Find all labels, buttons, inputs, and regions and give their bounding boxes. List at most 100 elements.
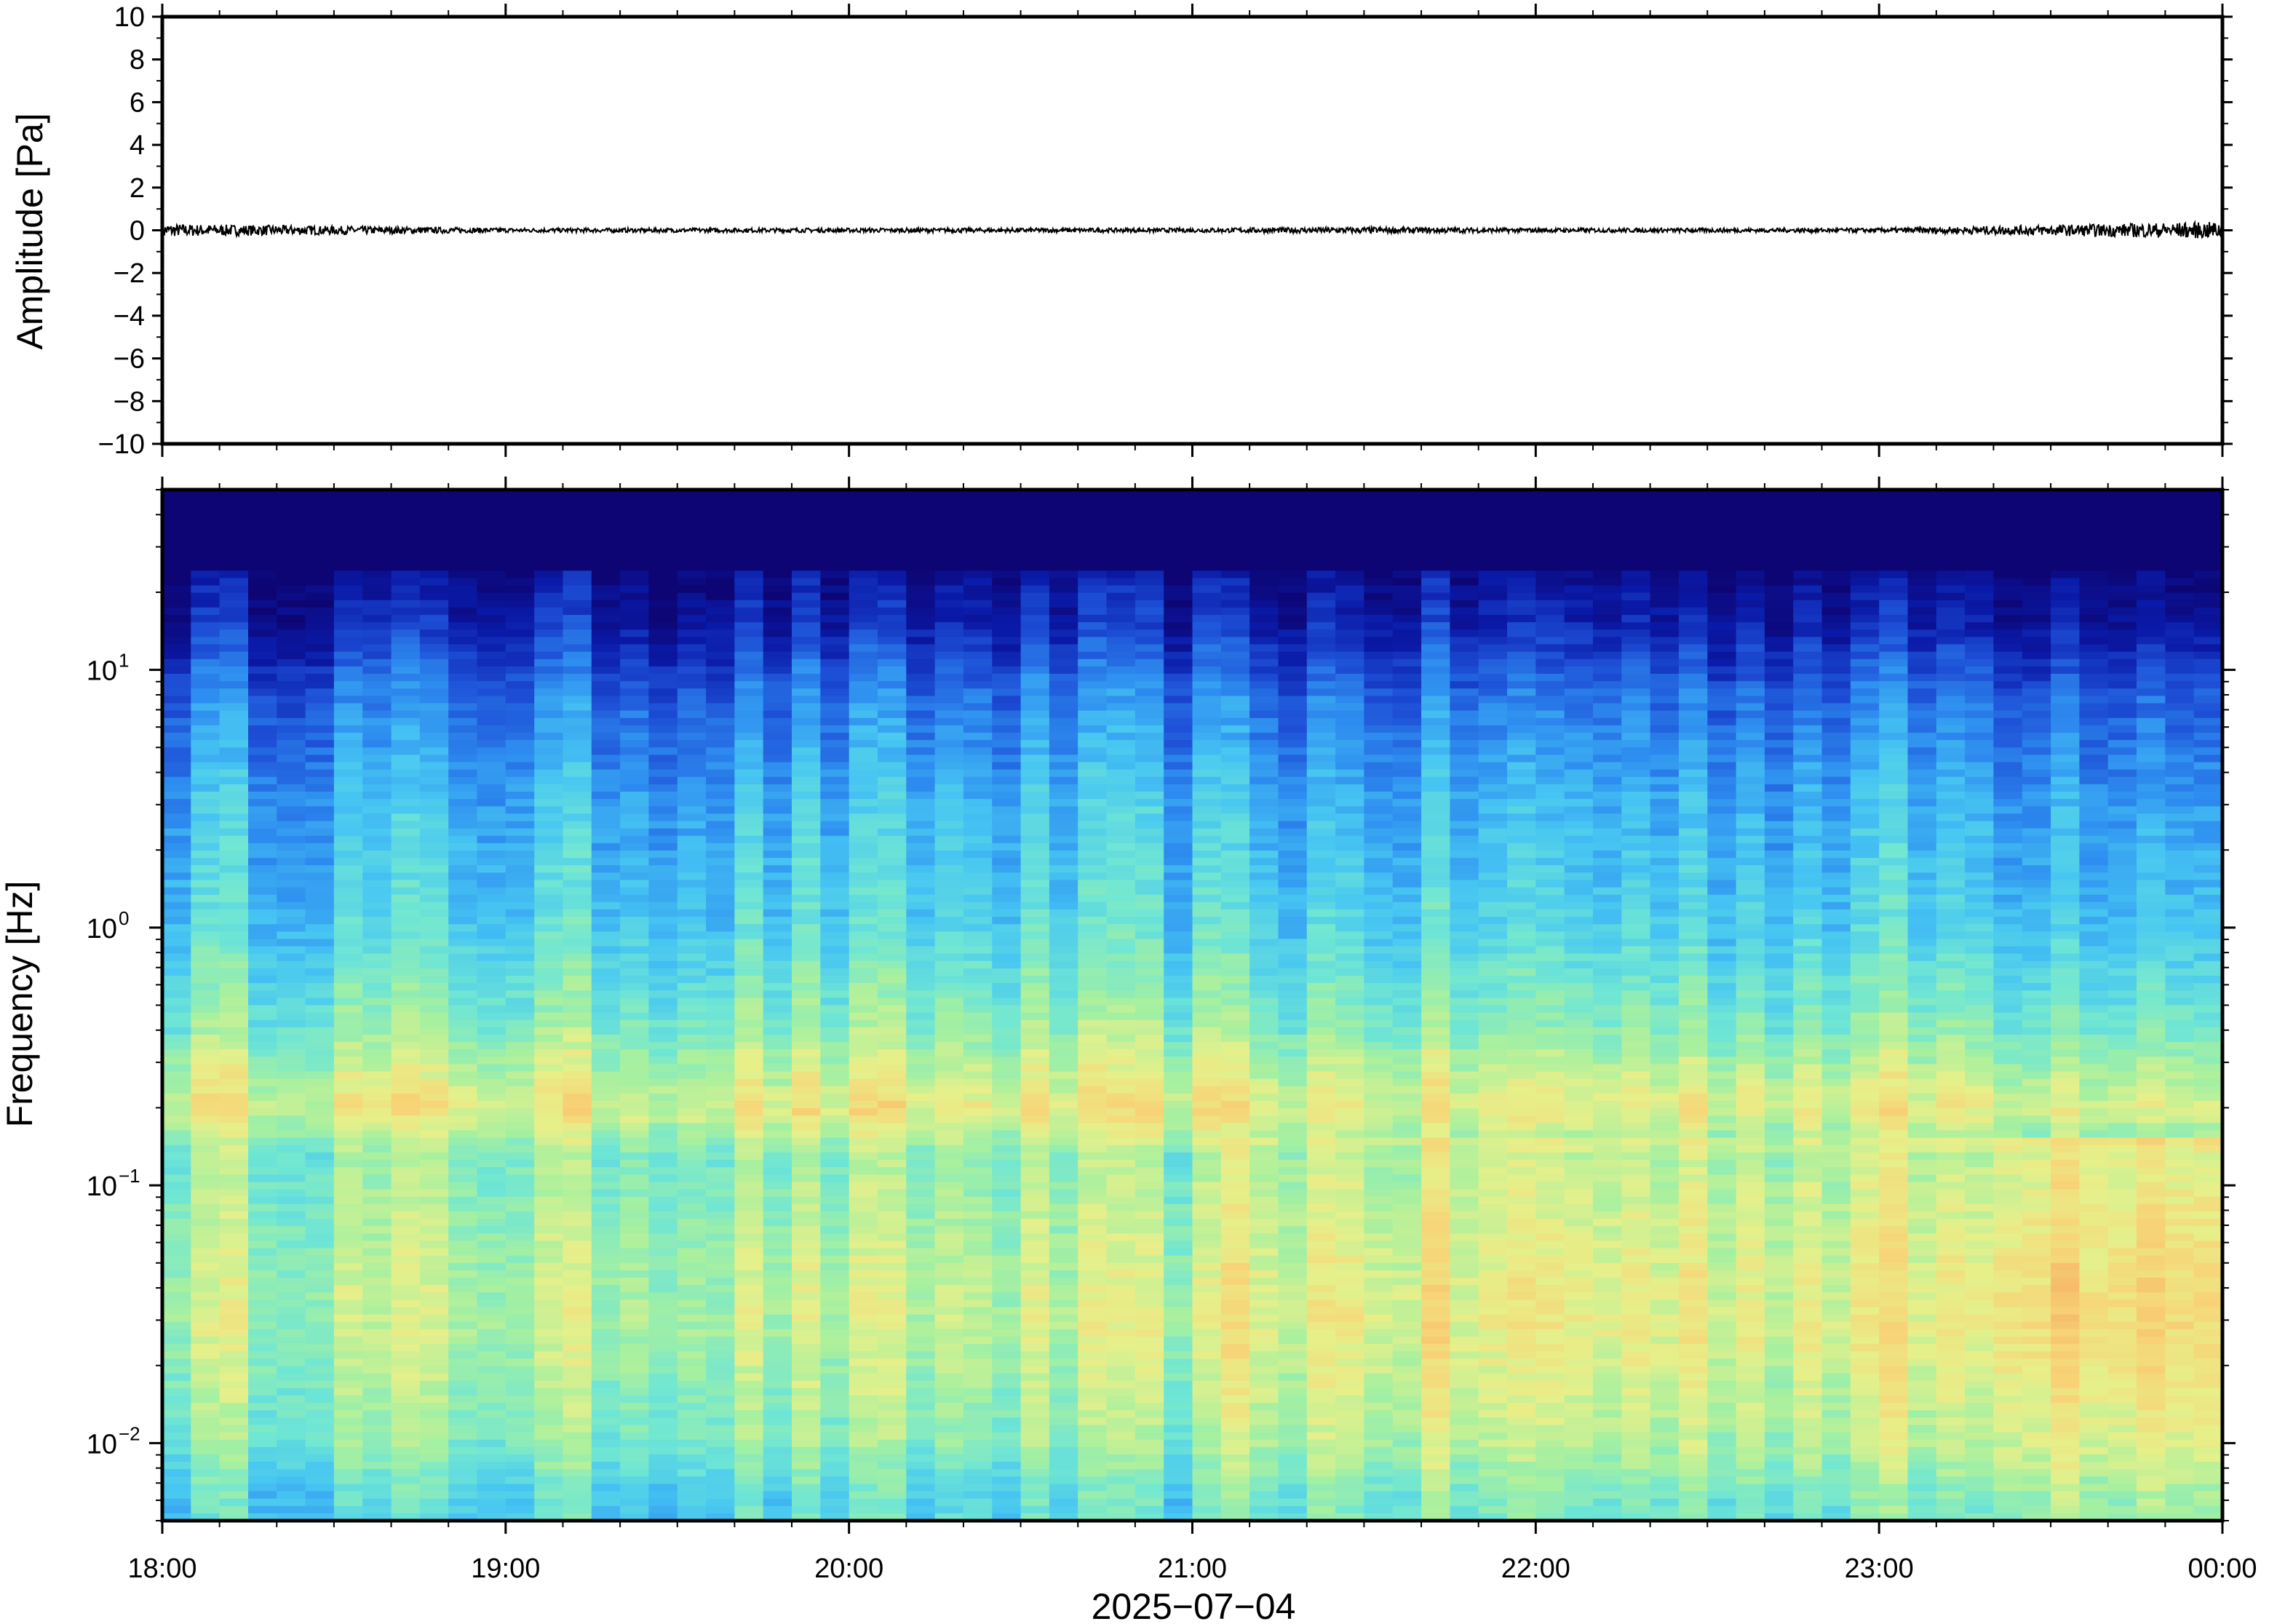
spectrogram-cell: [677, 784, 707, 792]
spectrogram-cell: [1879, 710, 1909, 719]
spectrogram-cell: [1392, 813, 1422, 821]
spectrogram-cell: [1564, 592, 1594, 601]
spectrogram-cell: [534, 865, 564, 873]
spectrogram-cell: [1593, 725, 1623, 733]
spectrogram-cell: [1220, 556, 1250, 564]
spectrogram-cell: [1593, 585, 1623, 594]
spectrogram-cell: [448, 585, 478, 594]
spectrogram-cell: [391, 806, 421, 814]
spectrogram-cell: [2022, 909, 2051, 918]
spectrogram-cell: [1593, 792, 1623, 800]
spectrogram-cell: [362, 960, 392, 969]
spectrogram-cell: [1850, 710, 1880, 719]
spectrogram-cell: [2079, 600, 2109, 608]
spectrogram-cell: [992, 512, 1022, 520]
spectrogram-cell: [1192, 563, 1222, 571]
spectrogram-cell: [1049, 931, 1078, 939]
spectrogram-cell: [563, 939, 592, 947]
spectrogram-cell: [2137, 858, 2166, 866]
spectrogram-cell: [1736, 909, 1765, 918]
spectrogram-cell: [1564, 946, 1594, 955]
spectrogram-cell: [1192, 880, 1222, 888]
spectrogram-cell: [277, 512, 306, 520]
spectrogram-cell: [448, 953, 478, 962]
spectrogram-cell: [1078, 733, 1108, 741]
spectrogram-cell: [792, 615, 822, 623]
spectrogram-cell: [1850, 931, 1880, 939]
spectrogram-cell: [1993, 939, 2023, 947]
spectrogram-cell: [1736, 541, 1765, 549]
spectrogram-cell: [1392, 843, 1422, 851]
spectrogram-cell: [2079, 784, 2109, 792]
spectrogram-cell: [563, 637, 592, 645]
spectrogram-cell: [1106, 901, 1136, 910]
spectrogram-cell: [2165, 828, 2195, 837]
spectrogram-cell: [1621, 799, 1651, 807]
spectrogram-cell: [505, 769, 535, 778]
spectrogram-cell: [1192, 784, 1222, 792]
spectrogram-cell: [1335, 512, 1365, 520]
spectrogram-cell: [706, 658, 736, 667]
spectrogram-cell: [2165, 931, 2195, 939]
spectrogram-cell: [477, 556, 506, 564]
spectrogram-cell: [2107, 894, 2137, 903]
spectrogram-cell: [333, 622, 363, 630]
spectrogram-cell: [534, 769, 564, 778]
spectrogram-cell: [1907, 755, 1937, 763]
spectrogram-cell: [1134, 717, 1164, 726]
spectrogram-cell: [391, 703, 421, 712]
spectrogram-cell: [792, 526, 822, 535]
spectrogram-cell: [1993, 747, 2023, 755]
spectrogram-cell: [1392, 490, 1422, 498]
spectrogram-cell: [1678, 526, 1708, 535]
spectrogram-cell: [1621, 592, 1651, 601]
spectrogram-cell: [706, 755, 736, 763]
spectrogram-cell: [620, 512, 650, 520]
spectrogram-cell: [2137, 607, 2166, 616]
spectrogram-cell: [1621, 681, 1651, 689]
spectrogram-cell: [677, 533, 707, 542]
spectrogram-cell: [1678, 762, 1708, 771]
spectrogram-cell: [2137, 666, 2166, 674]
spectrogram-cell: [2051, 541, 2081, 549]
spectrogram-cell: [763, 549, 792, 557]
spectrogram-cell: [706, 931, 736, 939]
spectrogram-cell: [820, 526, 850, 535]
spectrogram-cell: [1936, 917, 1966, 925]
spectrogram-cell: [1793, 556, 1823, 564]
spectrogram-cell: [162, 851, 192, 859]
spectrogram-cell: [906, 762, 936, 771]
spectrogram-cell: [878, 585, 907, 594]
spectrogram-cell: [1793, 792, 1823, 800]
spectrogram-cell: [734, 776, 764, 785]
spectrogram-cell: [1478, 681, 1508, 689]
spectrogram-cell: [1936, 776, 1966, 785]
spectrogram-cell: [1507, 924, 1537, 932]
spectrogram-cell: [906, 519, 936, 528]
spectrogram-cell: [477, 666, 506, 674]
spectrogram-cell: [620, 799, 650, 807]
spectrogram-cell: [305, 703, 335, 712]
spectrogram-cell: [362, 835, 392, 844]
spectrogram-cell: [1907, 733, 1937, 741]
spectrogram-cell: [1678, 946, 1708, 955]
spectrogram-cell: [1421, 703, 1451, 712]
spectrogram-cell: [534, 872, 564, 880]
spectrogram-cell: [1450, 549, 1479, 557]
spectrogram-cell: [2107, 909, 2137, 918]
spectrogram-cell: [1850, 747, 1880, 755]
spectrogram-cell: [1164, 813, 1193, 821]
spectrogram-cell: [477, 504, 506, 512]
spectrogram-cell: [477, 894, 506, 903]
spectrogram-cell: [934, 651, 964, 660]
spectrogram-cell: [1593, 931, 1623, 939]
spectrogram-cell: [1821, 872, 1851, 880]
spectrogram-cell: [1736, 762, 1765, 771]
spectrogram-cell: [1364, 622, 1394, 630]
spectrogram-cell: [591, 953, 621, 962]
spectrogram-cell: [477, 541, 506, 549]
spectrogram-cell: [1450, 541, 1479, 549]
spectrogram-cell: [1621, 570, 1651, 578]
spectrogram-cell: [1335, 931, 1365, 939]
spectrogram-cell: [763, 637, 792, 645]
